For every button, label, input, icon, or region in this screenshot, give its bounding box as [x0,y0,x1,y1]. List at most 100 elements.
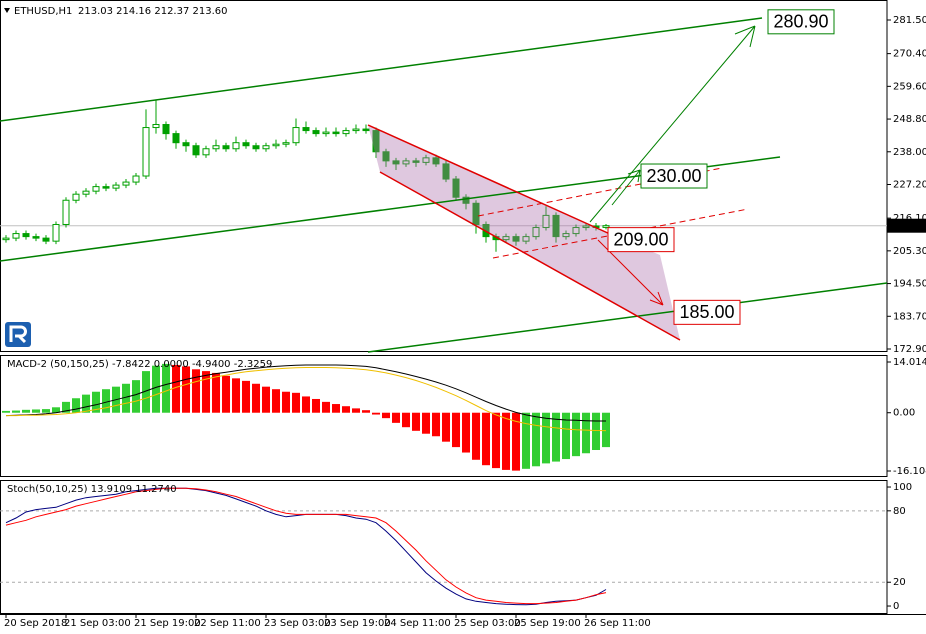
candle-body [282,142,290,145]
panel-frame [0,0,888,352]
candle-body [512,236,520,242]
histogram-bar [72,398,80,413]
x-tick-label: 25 Sep 19:00 [514,618,581,629]
histogram-bar [412,412,420,431]
candle-body [142,127,150,177]
histogram-bar [282,391,290,413]
channel-line [379,171,681,341]
y-tick-label: 183.70 [893,311,926,322]
indicator-line [5,364,606,422]
histogram-bar [32,409,40,413]
histogram-bar [92,391,100,413]
annotation-box [607,227,675,253]
histogram-bar [442,412,450,442]
histogram-bar [342,406,350,413]
y-tick-label: 259.60 [893,81,926,92]
y-tick-label: 270.40 [893,49,926,60]
candle-body [232,142,240,150]
candle-body [272,143,280,147]
candle-body [522,236,530,242]
panel-frame [0,355,888,477]
candle-body [312,130,320,135]
y-tick-label: 14.0143 [893,357,926,368]
chart-title: ETHUSD,H1 [14,6,72,17]
histogram-bar [452,412,460,448]
histogram-bar [572,412,580,457]
candle-body [262,145,270,150]
histogram-bar [12,410,20,413]
logo-mark [9,325,27,344]
indicator-line [6,367,607,432]
menu-triangle [4,8,10,13]
histogram-bar [242,380,250,413]
histogram-bar [382,412,390,419]
histogram-bar [142,371,150,413]
histogram-bar [532,412,540,467]
histogram-bar [602,412,610,448]
x-tick-label: 25 Sep 03:00 [454,618,521,629]
candle-body [102,186,110,189]
histogram-bar [62,401,70,413]
x-tick-label: 24 Sep 11:00 [384,618,451,629]
macd-title: MACD-2 (50,150,25) -7.8422 0.0000 -4.940… [7,359,272,370]
dashed-line [477,167,723,217]
histogram-bar [592,412,600,451]
candle-body [532,227,540,238]
candle-body [382,151,390,162]
candle-body [172,133,180,144]
candle-body [542,214,550,229]
candle-body [22,233,30,238]
histogram-bar [52,407,60,413]
histogram-bar [22,409,30,413]
histogram-bar [262,386,270,413]
x-tick-label: 22 Sep 11:00 [194,618,261,629]
candle-body [2,237,10,241]
histogram-bar [522,412,530,469]
candle-body [292,127,300,144]
histogram-bar [482,412,490,466]
candle-body [52,223,60,242]
histogram-bar [212,372,220,413]
x-tick-label: 26 Sep 11:00 [584,618,651,629]
trend-line [0,17,763,122]
candle-body [422,157,430,163]
candle-body [12,233,20,239]
channel-fill [368,125,680,340]
candle-body [332,131,340,135]
candle-body [462,196,470,204]
histogram-bar [102,389,110,413]
candle-body [132,175,140,183]
y-tick-label: 20 [893,577,906,588]
histogram-bar [302,396,310,413]
histogram-bar [182,366,190,413]
annotation-box [640,163,708,189]
candle-body [162,124,170,135]
x-tick-label: 21 Sep 19:00 [134,618,201,629]
candle-body [62,199,70,225]
candle-body [472,202,480,225]
candle-body [42,237,50,242]
y-tick-label: 238.00 [893,147,926,158]
indicator-line [5,487,607,605]
panel-frame [0,480,888,614]
arrow [611,169,641,206]
histogram-bar [492,412,500,469]
histogram-bar [402,412,410,428]
histogram-bar [472,412,480,460]
candle-body [182,142,190,147]
histogram-bar [122,383,130,413]
annotation-label: 209.00 [613,229,668,249]
dashed-line [492,208,749,259]
y-tick-label: -16.1041 [893,466,926,477]
last-price-box [887,218,926,233]
annotation-label: 280.90 [773,12,828,32]
histogram-bar [422,412,430,434]
histogram-bar [82,394,90,413]
candle-body [242,142,250,147]
y-tick-label: 0.00 [893,408,915,419]
histogram-bar [322,401,330,413]
candle-body [412,160,420,163]
histogram-bar [162,363,170,413]
